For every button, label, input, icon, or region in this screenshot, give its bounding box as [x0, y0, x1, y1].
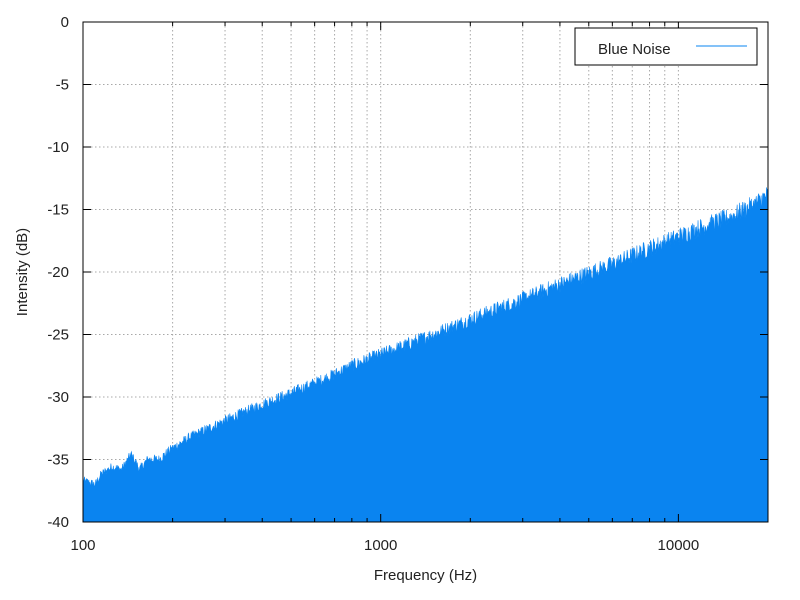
series-area-blue-noise — [82, 187, 769, 523]
x-tick-label: 1000 — [364, 537, 397, 554]
y-tick-label: -40 — [47, 514, 69, 531]
y-tick-label: -35 — [47, 452, 69, 469]
y-tick-label: -30 — [47, 389, 69, 406]
legend-label-blue-noise: Blue Noise — [598, 41, 671, 58]
y-tick-label: -5 — [56, 77, 69, 94]
x-tick-label: 10000 — [658, 537, 700, 554]
tick-marks — [82, 21, 769, 523]
x-axis-title: Frequency (Hz) — [374, 567, 477, 584]
y-tick-label: -20 — [47, 264, 69, 281]
series-area-layer — [82, 187, 769, 523]
legend: Blue Noise — [574, 27, 758, 66]
tick-labels: 100 1000 10000 0 -5 -10 -15 -20 -25 -30 -35 -40 — [47, 14, 699, 554]
y-tick-label: 0 — [61, 14, 69, 31]
y-tick-label: -15 — [47, 202, 69, 219]
y-axis-title: Intensity (dB) — [14, 228, 31, 316]
y-tick-label: -10 — [47, 139, 69, 156]
x-tick-label: 100 — [70, 537, 95, 554]
y-tick-label: -25 — [47, 327, 69, 344]
